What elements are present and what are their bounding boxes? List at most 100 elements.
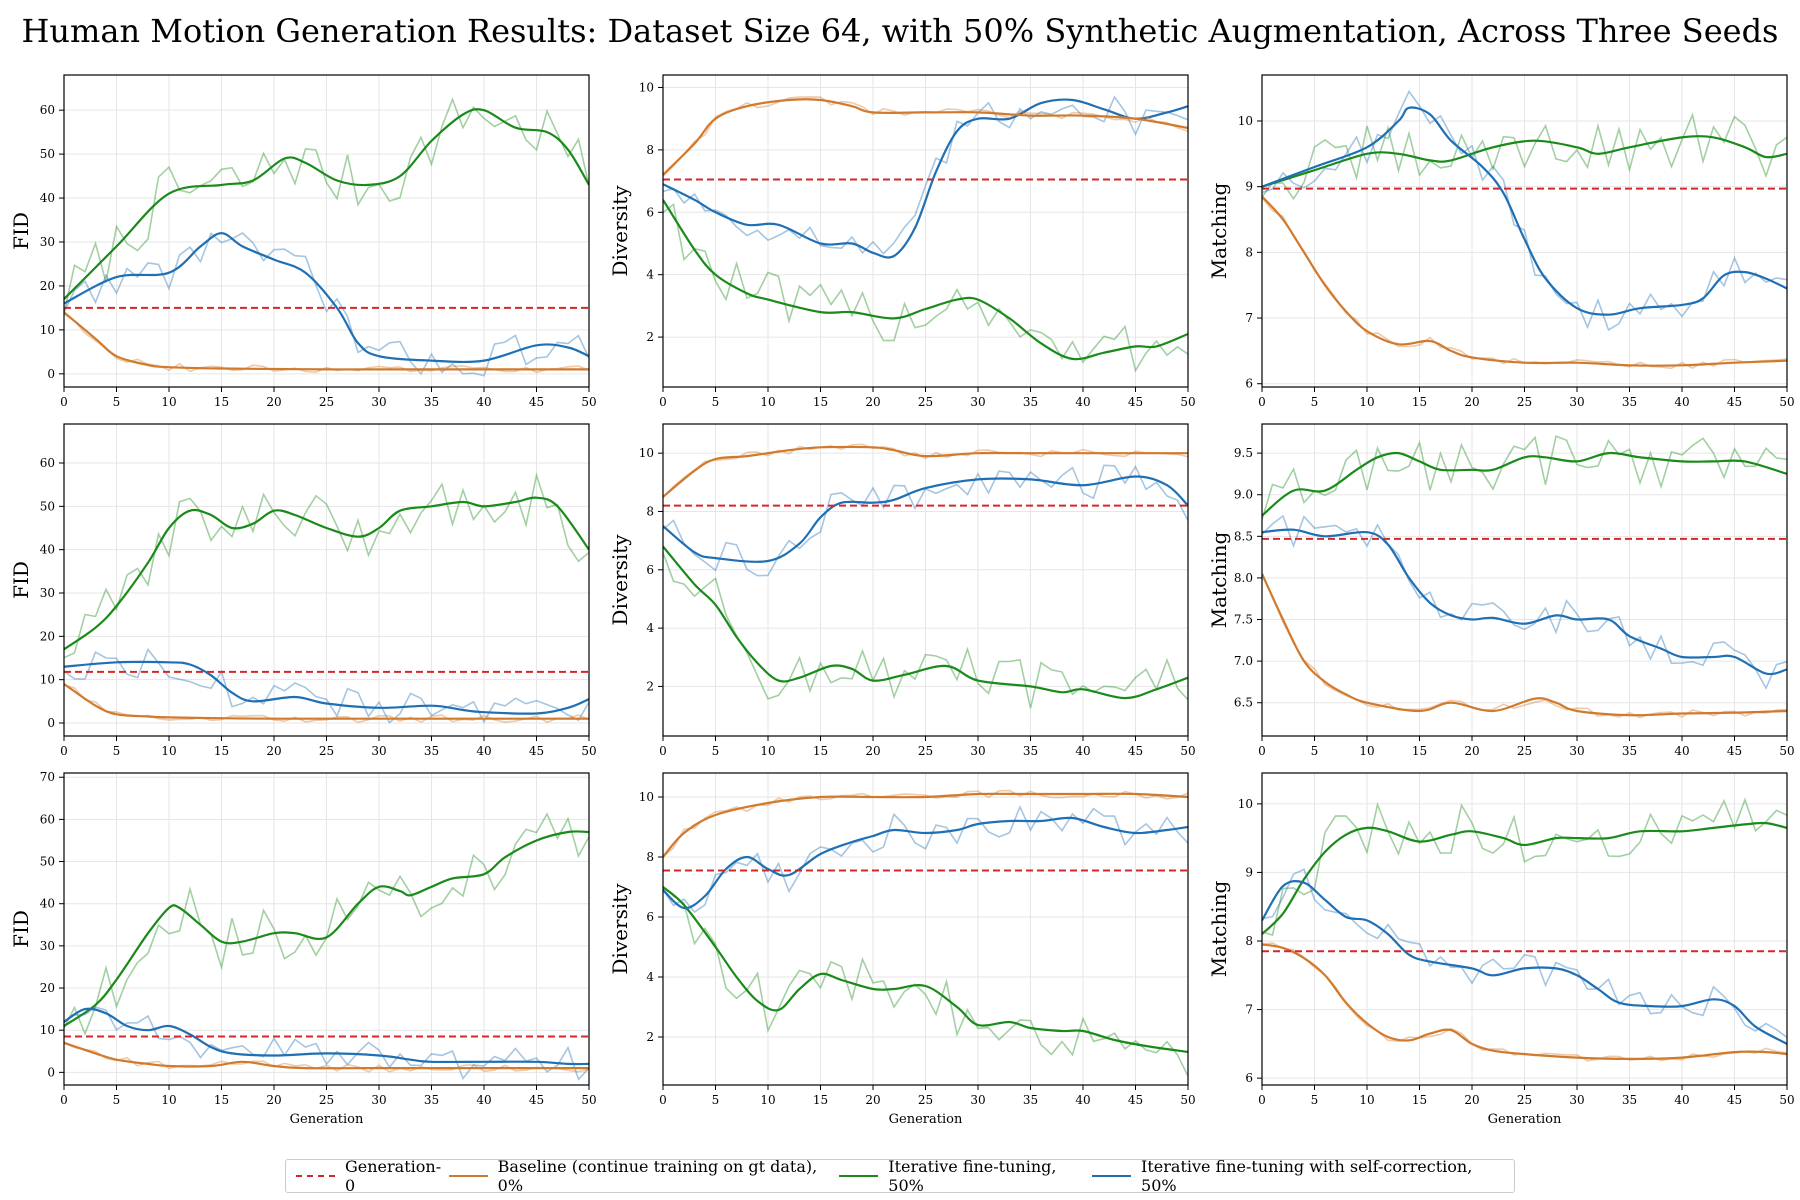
- panel-2-1-baseline-raw-line: [663, 789, 1188, 858]
- panel-2-0-xtick-label-15: 15: [214, 1093, 229, 1107]
- panel-2-2-baseline-smooth-line: [1262, 943, 1787, 1061]
- panel-2-1-xtick-label-0: 0: [659, 1093, 667, 1107]
- panel-1-0-ytick-label-30: 30: [40, 586, 55, 600]
- panel-0-1-xtick-label-35: 35: [1023, 395, 1038, 409]
- panel-0-1-ytick-label-2: 2: [646, 330, 654, 344]
- panel-0-0-baseline-smooth-line: [64, 311, 589, 371]
- legend-swatch-self-correction: [1092, 1175, 1132, 1177]
- panel-0-1-selfcorr-raw-line: [663, 95, 1188, 255]
- panel-0-0-ytick-label-10: 10: [40, 323, 55, 337]
- panel-1-1-ylabel: Diversity: [608, 534, 632, 626]
- panel-2-0-xtick-label-10: 10: [161, 1093, 176, 1107]
- panel-2-2-selfcorr-smooth-line: [1262, 880, 1787, 1045]
- panel-2-0-xtick-label-35: 35: [424, 1093, 439, 1107]
- panel-0-2-ytick-label-9: 9: [1245, 180, 1253, 194]
- panel-2-0-ytick-label-40: 40: [40, 897, 55, 911]
- panel-1-0: 0 5 10 15 20 25 30 35 40 45 50 0 10 20 30 40 50 60 FID: [9, 423, 597, 758]
- panel-0-2-baseline-smooth-line: [1262, 195, 1787, 367]
- panel-1-1: 0 5 10 15 20 25 30 35 40 45 50 2 4 6 8 10 Diversity: [608, 423, 1196, 758]
- panel-2-1-xtick-label-40: 40: [1075, 1093, 1090, 1107]
- panel-0-0-ytick-label-20: 20: [40, 279, 55, 293]
- panel-1-1-ytick-label-6: 6: [646, 563, 654, 577]
- panel-0-2-iter-raw-line: [1262, 112, 1787, 201]
- panel-0-0-xtick-label-5: 5: [113, 395, 121, 409]
- panel-2-2-ytick-label-6: 6: [1245, 1071, 1253, 1085]
- panel-0-2-iter-smooth-line: [1262, 135, 1787, 188]
- panel-2-0: 0 5 10 15 20 25 30 35 40 45 50 0 10 20 30 40 50 60 70 FID Ge…: [9, 770, 597, 1127]
- panel-1-2-ylabel: Matching: [1207, 532, 1231, 629]
- panel-2-1-xlabel: Generation: [889, 1112, 963, 1127]
- panel-1-1-xtick-label-30: 30: [970, 744, 985, 758]
- panel-2-2-xtick-label-30: 30: [1569, 1093, 1584, 1107]
- legend-item-generation-0: Generation-0: [296, 1157, 449, 1195]
- panel-2-0-ytick-label-50: 50: [40, 855, 55, 869]
- panel-1-0-xtick-label-30: 30: [371, 744, 386, 758]
- panel-0-1-xtick-label-20: 20: [865, 395, 880, 409]
- panel-2-2-ytick-label-7: 7: [1245, 1003, 1253, 1017]
- panel-1-2-ytick-label-6.5: 6.5: [1234, 696, 1253, 710]
- panel-2-0-iter-smooth-line: [64, 830, 589, 1027]
- panel-2-1: 0 5 10 15 20 25 30 35 40 45 50 2 4 6 8 10 Diversity Gener…: [608, 772, 1196, 1127]
- panel-0-2: 0 5 10 15 20 25 30 35 40 45 50 6 7 8 9 10 Matching: [1207, 74, 1795, 409]
- panel-1-0-xtick-label-45: 45: [529, 744, 544, 758]
- panel-2-1-ytick-label-2: 2: [646, 1030, 654, 1044]
- panel-1-2-xtick-label-0: 0: [1258, 744, 1266, 758]
- panel-2-2-xtick-label-5: 5: [1311, 1093, 1319, 1107]
- panel-1-2-xtick-label-5: 5: [1311, 744, 1319, 758]
- panel-0-1-ytick-label-6: 6: [646, 205, 654, 219]
- panel-2-1-ytick-label-8: 8: [646, 850, 654, 864]
- legend-item-self-correction: Iterative fine-tuning with self-correcti…: [1092, 1157, 1504, 1195]
- panel-0-1-ytick-label-10: 10: [639, 80, 654, 94]
- panel-1-2-xtick-label-30: 30: [1569, 744, 1584, 758]
- panel-0-2-ytick-label-7: 7: [1245, 311, 1253, 325]
- panel-1-0-xtick-label-40: 40: [476, 744, 491, 758]
- panel-1-0-ytick-label-20: 20: [40, 629, 55, 643]
- panel-2-1-xtick-label-15: 15: [813, 1093, 828, 1107]
- panel-2-2-xtick-label-40: 40: [1674, 1093, 1689, 1107]
- panel-0-1-xtick-label-5: 5: [712, 395, 720, 409]
- panel-1-1-xtick-label-15: 15: [813, 744, 828, 758]
- legend-swatch-iterative: [839, 1175, 879, 1177]
- panel-0-2-xtick-label-0: 0: [1258, 395, 1266, 409]
- panel-1-0-selfcorr-smooth-line: [64, 660, 589, 715]
- panel-0-0-xtick-label-50: 50: [581, 395, 596, 409]
- panel-1-0-xtick-label-50: 50: [581, 744, 596, 758]
- panel-1-0-baseline-smooth-line: [64, 683, 589, 720]
- panel-1-2-iter-smooth-line: [1262, 451, 1787, 517]
- panel-1-0-ytick-label-40: 40: [40, 543, 55, 557]
- legend-item-baseline: Baseline (continue training on gt data),…: [448, 1157, 840, 1195]
- panel-1-1-iter-smooth-line: [663, 545, 1188, 700]
- panel-2-0-xtick-label-0: 0: [60, 1093, 68, 1107]
- panel-0-2-xtick-label-40: 40: [1674, 395, 1689, 409]
- panel-1-1-baseline-smooth-line: [663, 445, 1188, 498]
- panel-2-2-selfcorr-raw-line: [1262, 868, 1787, 1039]
- panel-0-0-ytick-label-40: 40: [40, 191, 55, 205]
- panel-1-1-ytick-label-10: 10: [639, 446, 654, 460]
- panel-1-0-iter-raw-line: [64, 472, 589, 659]
- panel-2-1-xtick-label-50: 50: [1180, 1093, 1195, 1107]
- panel-0-1-ylabel: Diversity: [608, 185, 632, 277]
- panel-2-2-xtick-label-20: 20: [1464, 1093, 1479, 1107]
- panel-0-0-xtick-label-35: 35: [424, 395, 439, 409]
- panel-1-0-xtick-label-15: 15: [214, 744, 229, 758]
- panel-2-2-xtick-label-10: 10: [1359, 1093, 1374, 1107]
- legend-item-iterative: Iterative fine-tuning, 50%: [839, 1157, 1092, 1195]
- panel-1-1-xtick-label-25: 25: [918, 744, 933, 758]
- panel-0-0-xtick-label-20: 20: [266, 395, 281, 409]
- panel-1-1-xtick-label-0: 0: [659, 744, 667, 758]
- panel-2-0-xtick-label-30: 30: [371, 1093, 386, 1107]
- panel-0-2-xtick-label-15: 15: [1412, 395, 1427, 409]
- panel-2-0-selfcorr-smooth-line: [64, 1007, 589, 1066]
- panel-1-2-xtick-label-40: 40: [1674, 744, 1689, 758]
- panel-2-2-xtick-label-15: 15: [1412, 1093, 1427, 1107]
- panel-2-2-ylabel: Matching: [1207, 881, 1231, 978]
- panel-1-2-xtick-label-45: 45: [1727, 744, 1742, 758]
- panel-0-1-xtick-label-15: 15: [813, 395, 828, 409]
- panel-2-1-xtick-label-35: 35: [1023, 1093, 1038, 1107]
- panel-2-2-iter-raw-line: [1262, 797, 1787, 937]
- panel-1-2-ytick-label-9.5: 9.5: [1234, 446, 1253, 460]
- panel-0-2-xtick-label-5: 5: [1311, 395, 1319, 409]
- panel-2-1-xtick-label-30: 30: [970, 1093, 985, 1107]
- panel-1-2-xtick-label-50: 50: [1779, 744, 1794, 758]
- panel-0-1-iter-raw-line: [663, 203, 1188, 373]
